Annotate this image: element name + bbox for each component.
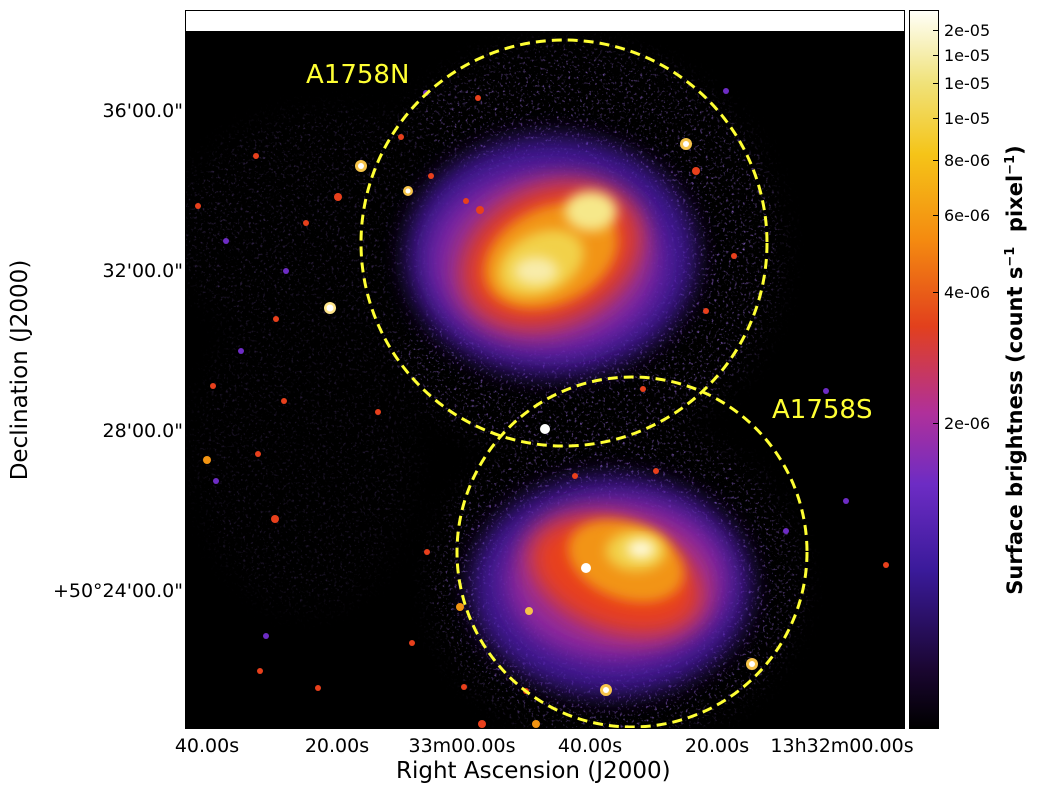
- colorbar-tick-label: 2e-06: [944, 414, 991, 433]
- colorbar-label-exponent: −1: [1003, 246, 1018, 267]
- cluster-south-emission: [471, 476, 751, 696]
- x-tick-label: 40.00s: [174, 735, 240, 757]
- xray-image-svg: [186, 31, 904, 728]
- colorbar-tick-label: 4e-06: [944, 283, 991, 302]
- colorbar-tick-mark: [933, 160, 939, 161]
- region-circle-a1758s: [455, 375, 809, 728]
- source-label-north: A1758N: [306, 60, 410, 90]
- colorbar-tick-mark: [933, 30, 939, 31]
- colorbar-tick-mark: [933, 55, 939, 56]
- y-axis-label: Declination (J2000): [7, 259, 33, 481]
- colorbar-tick-mark: [933, 83, 939, 84]
- x-tick-label: 13h32m00.00s: [770, 735, 914, 757]
- y-tick-label: +50°24'00.0": [52, 580, 183, 602]
- colorbar-label-close: ): [1003, 145, 1027, 155]
- source-label-south: A1758S: [772, 395, 873, 425]
- xray-image: [186, 31, 904, 728]
- colorbar-label-main: Surface brightness (count s: [1003, 266, 1027, 595]
- colorbar: [909, 10, 939, 729]
- x-tick-label: 40.00s: [557, 735, 623, 757]
- colorbar-tick-label: 1e-05: [944, 46, 991, 65]
- colorbar-label-pixel: pixel: [1003, 174, 1027, 247]
- x-tick-label: 33m00.00s: [408, 735, 516, 757]
- y-tick-label: 36'00.0": [102, 100, 183, 122]
- colorbar-label: Surface brightness (count s−1 pixel−1): [1003, 145, 1027, 594]
- point-sources: [195, 88, 889, 728]
- colorbar-tick-label: 6e-06: [944, 206, 991, 225]
- colorbar-tick-label: 8e-06: [944, 151, 991, 170]
- colorbar-tick-mark: [933, 118, 939, 119]
- colorbar-tick-mark: [933, 292, 939, 293]
- x-tick-label: 20.00s: [304, 735, 370, 757]
- y-tick-label: 32'00.0": [102, 260, 183, 282]
- colorbar-tick-label: 1e-05: [944, 74, 991, 93]
- cluster-north-emission: [406, 136, 696, 376]
- x-axis-label: Right Ascension (J2000): [396, 758, 671, 784]
- colorbar-tick-mark: [933, 215, 939, 216]
- colorbar-tick-label: 2e-05: [944, 21, 991, 40]
- colorbar-tick-mark: [933, 423, 939, 424]
- x-tick-label: 20.00s: [684, 735, 750, 757]
- axis-ticks: [185, 110, 905, 729]
- y-tick-label: 28'00.0": [102, 420, 183, 442]
- region-circle-a1758n: [359, 38, 769, 448]
- colorbar-tick-label: 1e-05: [944, 109, 991, 128]
- colorbar-label-exponent: −1: [1003, 154, 1018, 175]
